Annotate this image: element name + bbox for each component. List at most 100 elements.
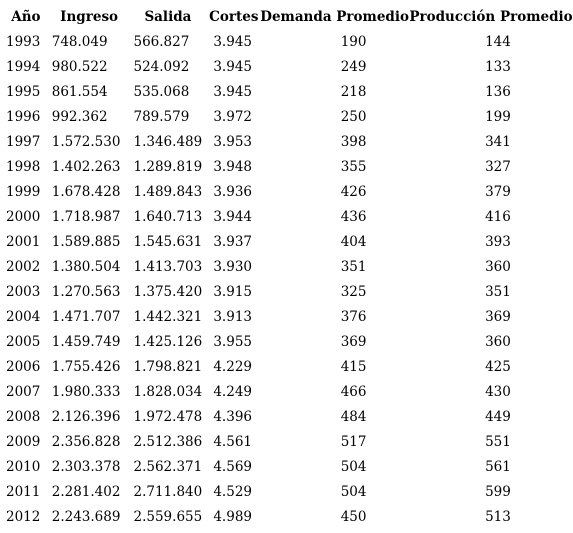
cell-produccion-promedio: 360: [485, 334, 511, 350]
cell-ingreso: 1.459.749: [51, 334, 121, 350]
cell-ingreso: 992.362: [51, 109, 108, 125]
cell-salida: 1.489.843: [133, 184, 203, 200]
table-row: 1997 1.572.530 1.346.489 3.953 398 341: [2, 130, 573, 155]
cell-salida: 1.375.420: [133, 284, 203, 300]
table-row: 2000 1.718.987 1.640.713 3.944 436 416: [2, 205, 573, 230]
cell-produccion-promedio: 416: [485, 209, 511, 225]
cell-anio: 2010: [6, 459, 41, 475]
cell-salida: 2.512.386: [133, 434, 203, 450]
table-header: Año Ingreso Salida Cortes Demanda Promed…: [2, 5, 573, 30]
cell-anio: 1998: [6, 159, 41, 175]
cell-demanda-promedio: 190: [340, 34, 367, 50]
cell-anio: 2006: [6, 359, 41, 375]
cell-demanda-promedio: 376: [340, 309, 367, 325]
cell-cortes: 3.936: [213, 184, 252, 200]
cell-ingreso: 1.471.707: [51, 309, 121, 325]
cell-ingreso: 1.380.504: [51, 259, 121, 275]
cell-salida: 1.828.034: [133, 384, 203, 400]
cell-anio: 2012: [6, 509, 41, 525]
cell-produccion-promedio: 144: [485, 34, 511, 50]
cell-produccion-promedio: 430: [485, 384, 511, 400]
cell-salida: 1.972.478: [133, 409, 203, 425]
cell-anio: 2007: [6, 384, 41, 400]
cell-demanda-promedio: 415: [340, 359, 367, 375]
cell-produccion-promedio: 513: [485, 509, 511, 525]
cell-cortes: 3.945: [213, 34, 252, 50]
header-produccion-promedio: Producción Promedio: [409, 9, 573, 25]
table-row: 2004 1.471.707 1.442.321 3.913 376 369: [2, 305, 573, 330]
cell-anio: 2000: [6, 209, 41, 225]
cell-anio: 1997: [6, 134, 41, 150]
cell-salida: 1.798.821: [133, 359, 203, 375]
cell-produccion-promedio: 561: [485, 459, 511, 475]
cell-demanda-promedio: 517: [340, 434, 367, 450]
table-row: 2003 1.270.563 1.375.420 3.915 325 351: [2, 280, 573, 305]
cell-produccion-promedio: 341: [485, 134, 511, 150]
cell-cortes: 4.529: [213, 484, 252, 500]
cell-cortes: 4.229: [213, 359, 252, 375]
cell-produccion-promedio: 369: [485, 309, 511, 325]
cell-demanda-promedio: 249: [340, 59, 367, 75]
cell-cortes: 3.930: [213, 259, 252, 275]
cell-salida: 1.442.321: [133, 309, 203, 325]
cell-salida: 524.092: [133, 59, 190, 75]
cell-anio: 2002: [6, 259, 41, 275]
cell-demanda-promedio: 504: [340, 459, 367, 475]
cell-ingreso: 1.402.263: [51, 159, 121, 175]
cell-demanda-promedio: 351: [340, 259, 367, 275]
cell-produccion-promedio: 136: [485, 84, 511, 100]
cell-salida: 535.068: [133, 84, 190, 100]
cell-cortes: 3.948: [213, 159, 252, 175]
cell-produccion-promedio: 425: [485, 359, 511, 375]
cell-ingreso: 861.554: [51, 84, 108, 100]
table-row: 1995 861.554 535.068 3.945 218 136: [2, 80, 573, 105]
cell-salida: 2.562.371: [133, 459, 203, 475]
cell-ingreso: 1.572.530: [51, 134, 121, 150]
cell-salida: 2.711.840: [133, 484, 203, 500]
header-row: Año Ingreso Salida Cortes Demanda Promed…: [2, 5, 573, 30]
cell-ingreso: 980.522: [51, 59, 108, 75]
cell-demanda-promedio: 450: [340, 509, 367, 525]
cell-cortes: 4.569: [213, 459, 252, 475]
cell-demanda-promedio: 325: [340, 284, 367, 300]
table-row: 1999 1.678.428 1.489.843 3.936 426 379: [2, 180, 573, 205]
cell-ingreso: 2.126.396: [51, 409, 121, 425]
cell-salida: 2.559.655: [133, 509, 203, 525]
cell-anio: 1995: [6, 84, 41, 100]
cell-salida: 789.579: [133, 109, 190, 125]
data-table: Año Ingreso Salida Cortes Demanda Promed…: [2, 5, 573, 530]
cell-cortes: 3.972: [213, 109, 252, 125]
cell-anio: 2011: [6, 484, 41, 500]
cell-produccion-promedio: 360: [485, 259, 511, 275]
table-row: 2011 2.281.402 2.711.840 4.529 504 599: [2, 480, 573, 505]
cell-demanda-promedio: 484: [340, 409, 367, 425]
cell-cortes: 4.989: [213, 509, 252, 525]
cell-salida: 1.413.703: [133, 259, 203, 275]
cell-anio: 2005: [6, 334, 41, 350]
cell-demanda-promedio: 426: [340, 184, 367, 200]
cell-cortes: 3.937: [213, 234, 252, 250]
cell-anio: 2008: [6, 409, 41, 425]
header-anio: Año: [11, 9, 41, 25]
table-row: 2007 1.980.333 1.828.034 4.249 466 430: [2, 380, 573, 405]
header-salida: Salida: [144, 9, 192, 25]
cell-cortes: 3.915: [213, 284, 252, 300]
header-ingreso: Ingreso: [60, 9, 119, 25]
table-row: 2010 2.303.378 2.562.371 4.569 504 561: [2, 455, 573, 480]
table-row: 1996 992.362 789.579 3.972 250 199: [2, 105, 573, 130]
cell-produccion-promedio: 199: [485, 109, 511, 125]
table-row: 1994 980.522 524.092 3.945 249 133: [2, 55, 573, 80]
cell-ingreso: 1.755.426: [51, 359, 121, 375]
cell-cortes: 4.396: [213, 409, 252, 425]
cell-demanda-promedio: 436: [340, 209, 367, 225]
cell-produccion-promedio: 599: [485, 484, 511, 500]
cell-cortes: 3.953: [213, 134, 252, 150]
cell-cortes: 3.945: [213, 84, 252, 100]
cell-ingreso: 1.718.987: [51, 209, 121, 225]
cell-produccion-promedio: 449: [485, 409, 511, 425]
cell-anio: 1993: [6, 34, 41, 50]
cell-anio: 2001: [6, 234, 41, 250]
cell-demanda-promedio: 355: [340, 159, 367, 175]
cell-cortes: 4.561: [213, 434, 252, 450]
cell-demanda-promedio: 250: [340, 109, 367, 125]
